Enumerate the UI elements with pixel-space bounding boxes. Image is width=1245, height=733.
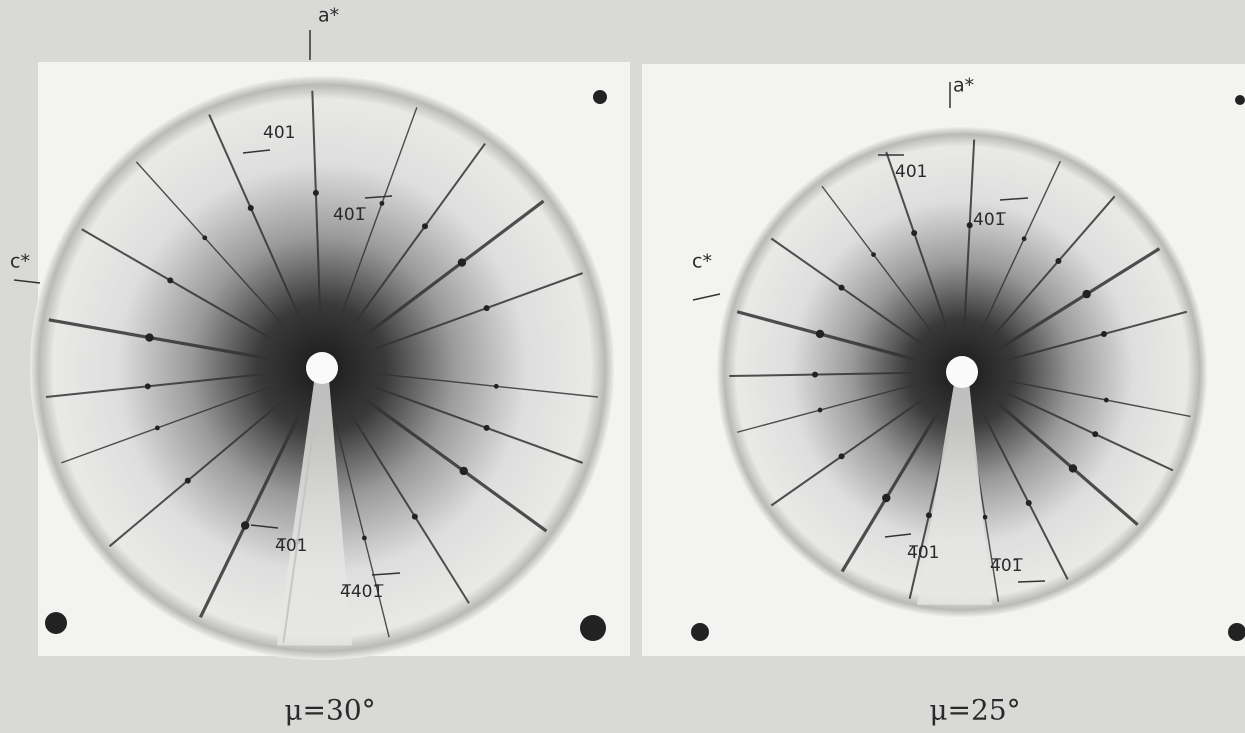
reflection-label: 4̅01̅ — [990, 556, 1023, 576]
spot — [458, 258, 466, 266]
spot — [839, 285, 845, 291]
reflection-label: 4̅01 — [275, 536, 307, 556]
spot — [839, 453, 845, 459]
axis-label: a* — [318, 5, 339, 27]
axis-label: c* — [10, 251, 30, 273]
spot — [911, 230, 917, 236]
spot — [202, 235, 207, 240]
spot — [1069, 464, 1077, 472]
axis-label: c* — [692, 251, 712, 273]
spot — [248, 205, 254, 211]
reflection-label: 401̅ — [333, 205, 366, 225]
spot — [412, 514, 418, 520]
spot — [167, 277, 173, 283]
spot — [484, 305, 490, 311]
page: {"figure": {"panels": [ {"axis_a": "a*",… — [0, 0, 1245, 733]
spot — [145, 383, 151, 389]
caption: μ=30° — [284, 694, 375, 727]
caption: μ=25° — [929, 694, 1020, 727]
figure: a* c* 401 401̅ 4̅01 4̅401̅ μ=30° a* c* 4… — [0, 0, 1245, 733]
spot — [484, 425, 490, 431]
beam-hole — [306, 352, 338, 384]
beam-hole — [946, 356, 978, 388]
reflection-label: 4̅401̅ — [340, 582, 384, 602]
spot — [155, 426, 160, 431]
reflection-label: 4̅01 — [907, 543, 939, 563]
spot — [494, 384, 499, 389]
spot — [185, 478, 191, 484]
spot — [1101, 331, 1107, 337]
spot — [380, 201, 385, 206]
spot — [882, 494, 890, 502]
spot — [967, 222, 973, 228]
spot — [145, 333, 153, 341]
spot — [983, 515, 988, 520]
spot — [241, 521, 249, 529]
spot — [1055, 258, 1061, 264]
spot — [1026, 500, 1032, 506]
spot — [362, 536, 367, 541]
spot — [926, 512, 932, 518]
axis-label: a* — [953, 75, 974, 97]
pattern-left — [30, 76, 614, 660]
spot — [1082, 290, 1090, 298]
spot — [1092, 431, 1098, 437]
spot — [816, 330, 824, 338]
spot — [1022, 236, 1027, 241]
spot — [313, 190, 319, 196]
spot — [812, 372, 818, 378]
spot — [1104, 398, 1109, 403]
spot — [871, 252, 876, 257]
reflection-label: 401 — [263, 123, 295, 143]
spot — [460, 467, 468, 475]
spot — [422, 223, 428, 229]
reflection-label: 401̅ — [973, 210, 1006, 230]
pattern-right — [717, 127, 1207, 617]
reflection-label: 401 — [895, 162, 927, 182]
spot — [818, 408, 823, 413]
